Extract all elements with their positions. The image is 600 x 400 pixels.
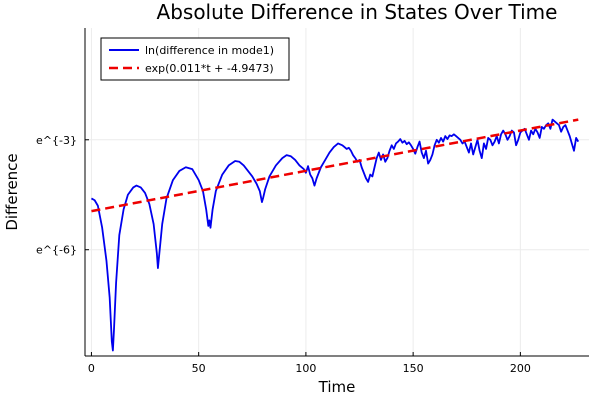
x-tick-label: 100	[295, 362, 316, 375]
y-axis-label: Difference	[3, 153, 21, 230]
legend-label-fit: exp(0.011*t + -4.9473)	[145, 62, 274, 75]
x-axis-label: Time	[318, 378, 356, 396]
x-axis-ticks: 0 50 100 150 200	[88, 352, 531, 375]
grid	[85, 28, 589, 356]
y-tick-label: e^{-3}	[36, 134, 77, 147]
y-tick-label: e^{-6}	[36, 244, 77, 257]
x-tick-label: 200	[510, 362, 531, 375]
x-tick-label: 150	[403, 362, 424, 375]
series-line-fit	[91, 118, 579, 213]
legend: ln(difference in mode1) exp(0.011*t + -4…	[100, 37, 290, 81]
legend-label-difference: ln(difference in mode1)	[145, 44, 274, 57]
x-tick-label: 0	[88, 362, 95, 375]
plot-area	[90, 118, 580, 352]
chart-title: Absolute Difference in States Over Time	[157, 0, 558, 24]
y-axis-ticks: e^{-6} e^{-3}	[36, 134, 89, 257]
series-line-difference	[90, 118, 580, 352]
x-tick-label: 50	[192, 362, 206, 375]
legend-box	[100, 37, 290, 81]
